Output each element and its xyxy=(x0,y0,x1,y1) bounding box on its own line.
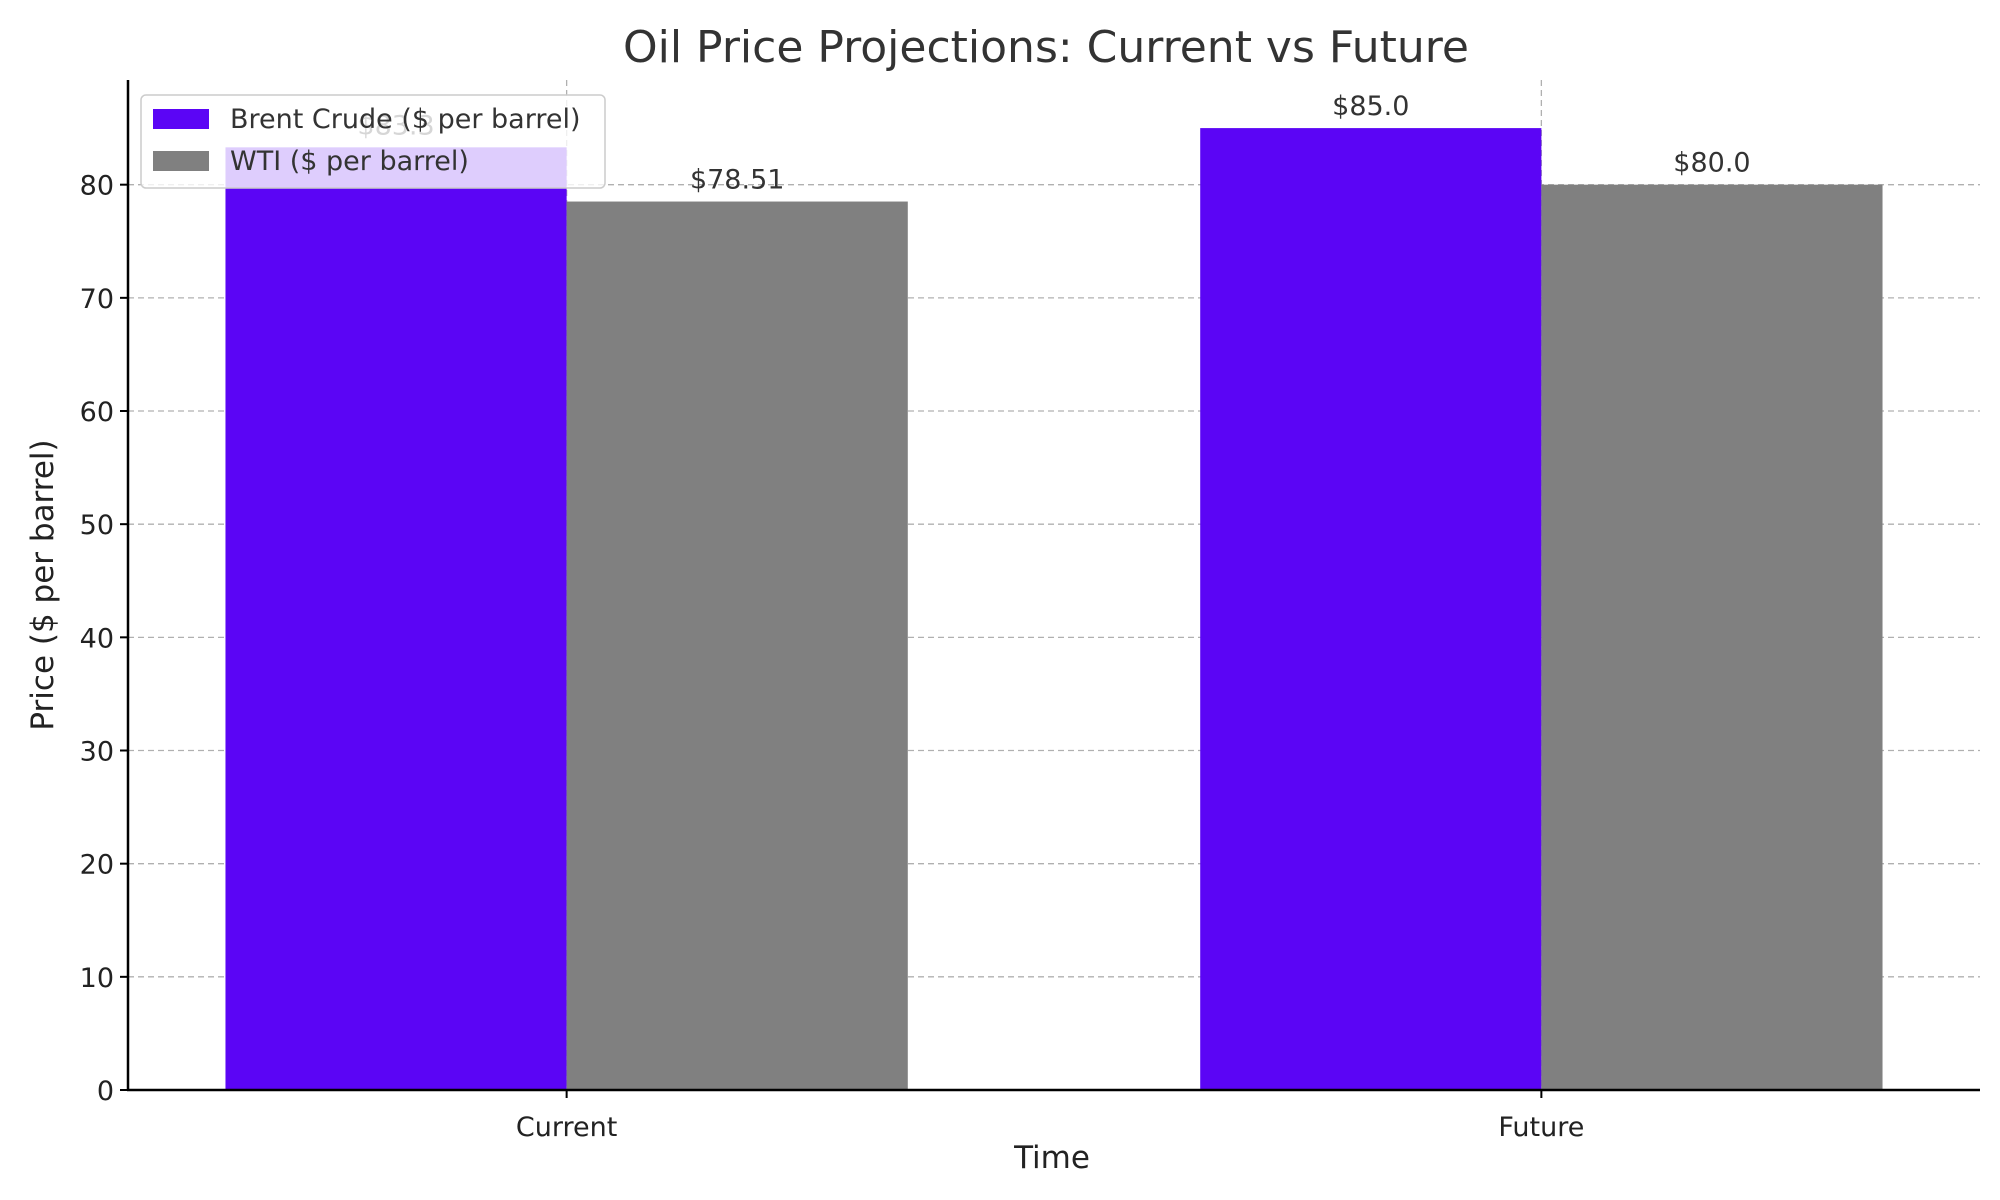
x-tick-label: Current xyxy=(516,1112,617,1143)
legend-entry-label: Brent Crude ($ per barrel) xyxy=(230,104,581,135)
bars xyxy=(225,128,1883,1091)
x-tick-label: Future xyxy=(1498,1112,1584,1143)
y-axis-label: Price ($ per barrel) xyxy=(25,439,61,730)
y-tick-label: 60 xyxy=(80,397,114,428)
y-tick-label: 10 xyxy=(80,963,114,994)
y-tick-label: 20 xyxy=(80,850,114,881)
bar-value-label: $78.51 xyxy=(690,165,784,196)
bar-brent xyxy=(225,147,567,1091)
legend-entry-label: WTI ($ per barrel) xyxy=(230,146,469,177)
bar-brent xyxy=(1200,128,1542,1091)
y-tick-label: 50 xyxy=(80,510,114,541)
legend-swatch xyxy=(153,151,209,171)
legend: Brent Crude ($ per barrel) WTI ($ per bar… xyxy=(140,94,606,189)
legend-box xyxy=(140,94,606,189)
data-labels: $83.3$85.0$78.51$80.0 xyxy=(357,91,1750,195)
y-tick-label: 30 xyxy=(80,737,114,768)
bar-wti xyxy=(1541,184,1883,1091)
x-axis-label: Time xyxy=(1013,1140,1090,1176)
tick-labels: 0 10 20 30 40 50 60 70 80 Current Future xyxy=(80,171,1585,1143)
legend-swatch xyxy=(153,109,209,129)
y-tick-label: 0 xyxy=(97,1076,114,1107)
bar-value-label: $80.0 xyxy=(1673,148,1750,179)
chart-title: Oil Price Projections: Current vs Future xyxy=(623,22,1469,73)
bar-value-label: $85.0 xyxy=(1332,91,1409,122)
y-tick-label: 70 xyxy=(80,284,114,315)
axes xyxy=(126,80,1980,1092)
bar-wti xyxy=(566,201,908,1090)
y-tick-label: 40 xyxy=(80,623,114,654)
y-tick-label: 80 xyxy=(80,171,114,202)
